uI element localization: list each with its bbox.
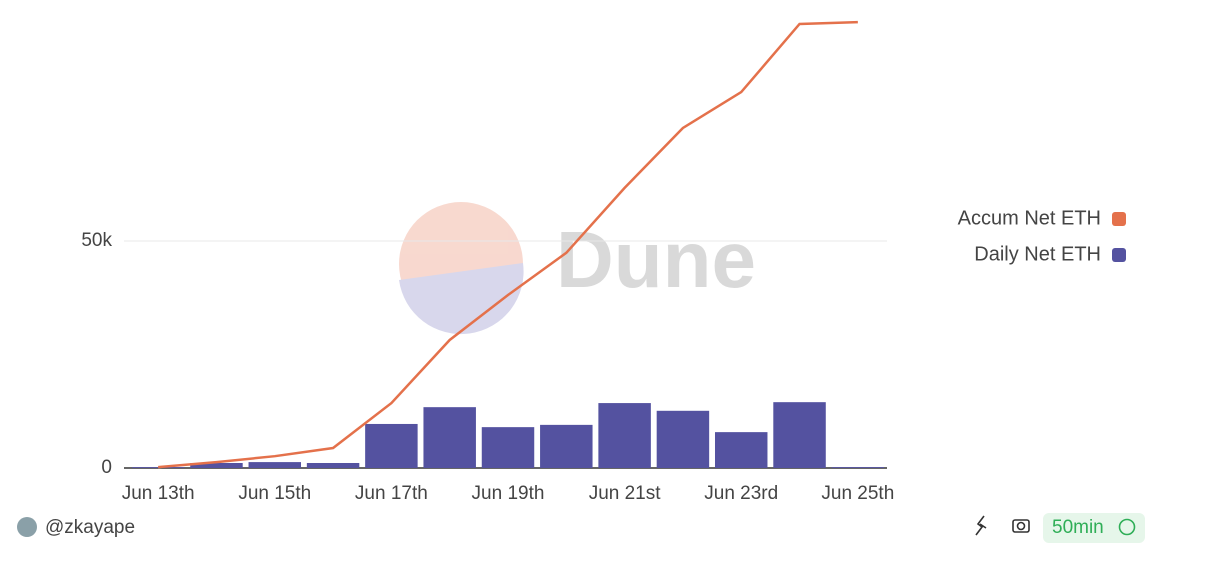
line: [158, 20, 858, 469]
x-tick-label: Jun 17th: [355, 483, 428, 504]
bar: [773, 402, 826, 468]
camera-icon[interactable]: [1012, 519, 1030, 533]
bar: [714, 432, 768, 468]
bar: [131, 467, 185, 468]
y-tick-label: 50k: [81, 230, 112, 251]
legend-swatch: [1112, 212, 1126, 226]
watermark-logo-part: [399, 263, 524, 335]
check-icon: [1118, 518, 1136, 536]
bar: [598, 403, 651, 468]
legend-label: Accum Net ETH: [958, 207, 1101, 229]
x-tick-label: Jun 13th: [122, 483, 195, 504]
plug-icon[interactable]: [975, 515, 987, 536]
x-tick-label: Jun 19th: [472, 483, 545, 504]
avatar: [17, 517, 37, 537]
x-tick-label: Jun 23rd: [704, 483, 778, 504]
bar: [831, 467, 885, 468]
bar: [248, 462, 302, 468]
bar: [306, 463, 360, 468]
refresh-text: 50min: [1052, 517, 1104, 538]
bar: [365, 423, 418, 468]
bar: [190, 463, 243, 468]
watermark-text: Dune: [556, 215, 756, 304]
legend-swatch: [1112, 248, 1126, 262]
x-tick-label: Jun 21st: [589, 483, 662, 504]
bar: [423, 407, 476, 468]
watermark: Dune: [399, 202, 756, 335]
bar: [540, 424, 593, 468]
x-tick-label: Jun 25th: [821, 483, 894, 504]
y-tick-label: 0: [101, 457, 112, 478]
x-tick-label: Jun 15th: [238, 483, 311, 504]
bar: [656, 410, 710, 468]
author[interactable]: @zkayape: [45, 517, 135, 538]
refresh-badge[interactable]: [1043, 513, 1145, 543]
legend-label: Daily Net ETH: [974, 243, 1101, 265]
bar: [481, 427, 535, 468]
